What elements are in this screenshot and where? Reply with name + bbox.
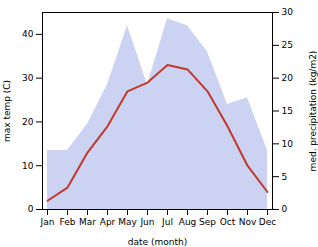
svg-text:20: 20 (282, 73, 294, 83)
svg-text:Jan: Jan (40, 217, 55, 227)
svg-text:Jul: Jul (161, 217, 173, 227)
svg-text:10: 10 (22, 161, 34, 171)
svg-text:Nov: Nov (239, 217, 257, 227)
svg-text:5: 5 (282, 172, 288, 182)
svg-text:0: 0 (282, 204, 288, 214)
svg-text:Apr: Apr (100, 217, 116, 227)
svg-text:Sep: Sep (199, 217, 216, 227)
svg-text:May: May (118, 217, 137, 227)
svg-text:40: 40 (22, 29, 34, 39)
svg-text:30: 30 (22, 73, 34, 83)
svg-text:date (month): date (month) (128, 237, 187, 247)
svg-text:Aug: Aug (179, 217, 197, 227)
svg-text:25: 25 (282, 40, 293, 50)
svg-text:Mar: Mar (79, 217, 96, 227)
svg-text:20: 20 (22, 117, 34, 127)
svg-text:0: 0 (28, 204, 34, 214)
svg-text:15: 15 (282, 106, 293, 116)
svg-text:Oct: Oct (220, 217, 236, 227)
svg-text:Jun: Jun (139, 217, 154, 227)
svg-text:30: 30 (282, 7, 294, 17)
svg-text:Dec: Dec (259, 217, 276, 227)
svg-text:Feb: Feb (60, 217, 76, 227)
svg-text:med. precipitation (kg/m2): med. precipitation (kg/m2) (308, 51, 318, 172)
svg-text:10: 10 (282, 139, 294, 149)
svg-text:max temp (C): max temp (C) (2, 80, 12, 142)
